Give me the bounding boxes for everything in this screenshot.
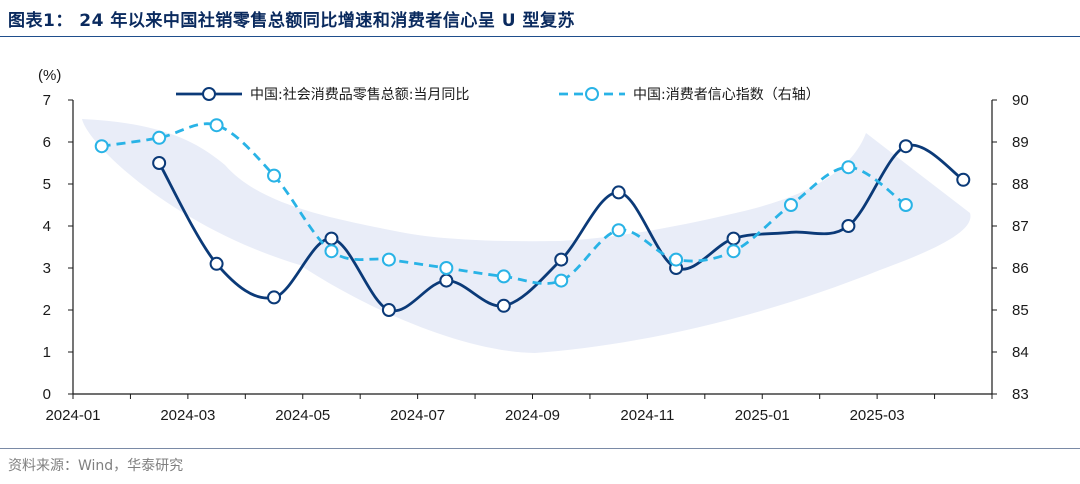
y-left-tick-label: 7 [43, 92, 51, 109]
legend-marker-2 [585, 87, 599, 101]
y-right-tick-label: 88 [1012, 176, 1029, 193]
axes: 0 1 2 3 4 5 6 7 (%) 83 84 85 86 87 88 89 90 2024-01 2024-0… [38, 67, 1029, 424]
series-1-point [439, 273, 454, 288]
y-right-tick-label: 83 [1012, 386, 1029, 403]
series-2-point [439, 261, 454, 275]
x-tick-label: 2024-05 [275, 407, 330, 424]
series-1-point [152, 156, 167, 170]
x-tick-label: 2025-01 [735, 407, 790, 424]
series-2-point [94, 139, 109, 154]
y-left-tick-label: 0 [43, 386, 51, 403]
x-tick-label: 2024-09 [505, 407, 560, 424]
y-right-tick-label: 89 [1012, 134, 1029, 151]
series-1-point [209, 256, 224, 271]
x-tick-label: 2024-03 [160, 407, 215, 424]
series-2-point [324, 244, 339, 259]
series-1-point [267, 290, 282, 305]
series-1-point [726, 231, 741, 246]
series-2-point [209, 118, 224, 133]
series-2-point [611, 223, 626, 238]
y-left-tick-label: 6 [43, 134, 51, 151]
u-shape-band-area [82, 119, 971, 353]
series-1-point [841, 219, 856, 233]
series-1-point [956, 172, 971, 187]
series-2-point [152, 130, 167, 145]
y-right-tick-label: 84 [1012, 344, 1029, 361]
series-2-point [496, 269, 511, 284]
x-tick-label: 2024-07 [390, 407, 445, 424]
legend: 中国:社会消费品零售总额:当月同比 中国:消费者信心指数（右轴） [176, 87, 820, 103]
y-left-tick-label: 3 [43, 260, 51, 277]
series-2-point [841, 160, 856, 175]
legend-label-2: 中国:消费者信心指数（右轴） [633, 87, 820, 103]
u-shape-band [82, 119, 971, 353]
series [94, 118, 971, 317]
y-left-tick-label: 4 [43, 218, 51, 235]
y-left-tick-label: 5 [43, 176, 51, 193]
x-tick-label: 2025-03 [850, 407, 905, 424]
x-tick-label: 2024-01 [45, 407, 100, 424]
chart-title: 图表1： 24 年以来中国社销零售总额同比增速和消费者信心呈 U 型复苏 [8, 11, 575, 31]
y-right-tick-label: 85 [1012, 302, 1029, 319]
series-1-point [611, 185, 626, 200]
series-2-point [726, 244, 741, 259]
series-2-point [783, 198, 798, 212]
series-1-point [496, 298, 511, 313]
y-left-tick-label: 2 [43, 302, 51, 319]
footer-divider [0, 448, 1080, 449]
series-2-point [669, 252, 684, 267]
series-1-point [898, 139, 913, 154]
series-2-point [898, 198, 913, 212]
chart: 0 1 2 3 4 5 6 7 (%) 83 84 85 86 87 88 89 90 2024-01 2024-0… [38, 67, 1029, 424]
series-2-point [381, 252, 396, 267]
y-right-tick-label: 87 [1012, 218, 1029, 235]
title-divider [0, 36, 1080, 37]
series-2-point [554, 273, 569, 288]
source-note: 资料来源：Wind，华泰研究 [8, 458, 184, 474]
y-right-tick-label: 90 [1012, 92, 1029, 109]
y-left-unit-label: (%) [38, 67, 61, 84]
y-left-tick-label: 1 [43, 344, 51, 361]
x-tick-label: 2024-11 [620, 407, 674, 424]
series-1-point [381, 303, 396, 317]
series-1-point [554, 252, 569, 267]
series-2-point [267, 168, 282, 183]
legend-label-1: 中国:社会消费品零售总额:当月同比 [250, 87, 469, 103]
series-1-point [324, 231, 339, 246]
y-right-tick-label: 86 [1012, 260, 1029, 277]
legend-marker-1 [202, 87, 216, 101]
